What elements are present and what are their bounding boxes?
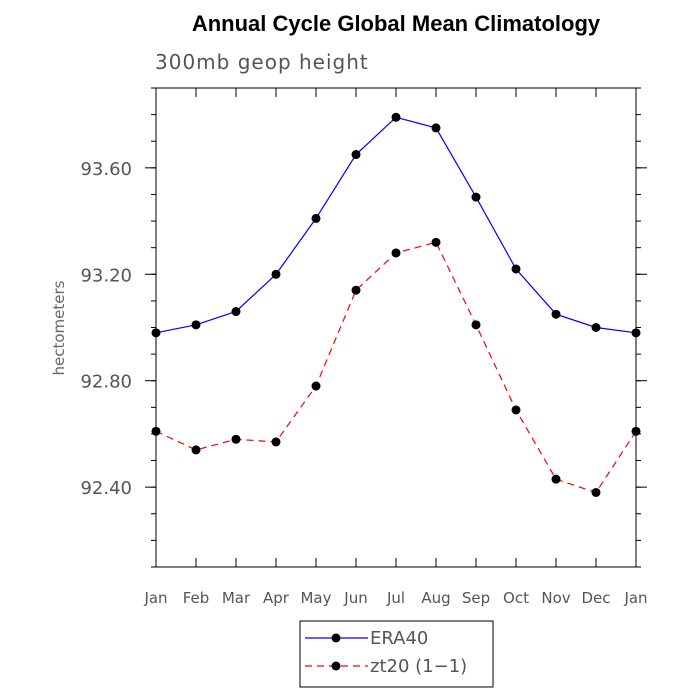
x-tick-label: Sep bbox=[462, 589, 490, 607]
y-tick-label: 92.40 bbox=[80, 478, 132, 499]
legend: ERA40 zt20 (1−1) bbox=[299, 620, 494, 688]
x-tick-label: Oct bbox=[503, 589, 529, 607]
series-point-1 bbox=[591, 487, 601, 497]
y-tick-label: 92.80 bbox=[80, 372, 132, 393]
series-point-0 bbox=[511, 264, 521, 274]
legend-label-zt20: zt20 (1−1) bbox=[370, 656, 467, 677]
series-point-1 bbox=[471, 320, 481, 330]
series-point-0 bbox=[431, 123, 441, 133]
series-point-0 bbox=[311, 213, 321, 223]
series-point-1 bbox=[231, 434, 241, 444]
series-layer bbox=[151, 112, 641, 497]
series-point-0 bbox=[231, 307, 241, 317]
series-point-1 bbox=[551, 474, 561, 484]
y-tick-label: 93.20 bbox=[80, 265, 132, 286]
series-point-1 bbox=[631, 426, 641, 436]
series-line-1 bbox=[155, 241, 637, 494]
series-point-0 bbox=[151, 328, 161, 338]
chart-title: Annual Cycle Global Mean Climatology bbox=[192, 11, 601, 36]
legend-marker-era40 bbox=[331, 633, 341, 643]
x-tick-label: Feb bbox=[183, 589, 210, 607]
plot-border bbox=[155, 87, 637, 568]
chart-subtitle: 300mb geop height bbox=[155, 50, 369, 74]
y-ticks: 92.40 92.80 93.20 93.60 bbox=[80, 87, 647, 568]
series-point-1 bbox=[271, 437, 281, 447]
series-point-1 bbox=[511, 405, 521, 415]
x-tick-label: Mar bbox=[222, 589, 251, 607]
x-tick-label: Jan bbox=[143, 589, 167, 607]
x-tick-label: Nov bbox=[541, 589, 570, 607]
series-line-0 bbox=[155, 116, 637, 334]
x-tick-label: Jun bbox=[343, 589, 367, 607]
series-point-0 bbox=[351, 150, 361, 160]
series-point-1 bbox=[151, 426, 161, 436]
x-tick-label: Dec bbox=[581, 589, 610, 607]
x-tick-label: Aug bbox=[421, 589, 450, 607]
y-tick-label: 93.60 bbox=[80, 159, 132, 180]
legend-marker-zt20 bbox=[331, 661, 341, 671]
x-tick-label: Jul bbox=[386, 589, 405, 607]
series-point-0 bbox=[591, 323, 601, 332]
series-point-1 bbox=[431, 237, 441, 247]
series-point-0 bbox=[551, 309, 561, 319]
series-point-0 bbox=[471, 192, 481, 202]
x-tick-label: Jan bbox=[623, 589, 647, 607]
series-point-0 bbox=[191, 320, 201, 330]
series-point-1 bbox=[351, 285, 361, 295]
series-point-0 bbox=[391, 112, 401, 122]
legend-label-era40: ERA40 bbox=[370, 628, 428, 649]
y-axis-label: hectometers bbox=[50, 280, 68, 375]
legend-box bbox=[299, 620, 494, 688]
plot-frame bbox=[155, 87, 637, 568]
series-point-0 bbox=[271, 269, 281, 279]
series-point-1 bbox=[191, 445, 201, 455]
x-ticks: Jan Feb Mar Apr May Jun Jul Aug Sep Oct Nov Dec Jan bbox=[143, 88, 648, 607]
series-point-1 bbox=[311, 381, 321, 391]
series-point-1 bbox=[391, 248, 401, 258]
x-tick-label: Apr bbox=[263, 589, 290, 607]
x-tick-label: May bbox=[300, 589, 331, 607]
series-point-0 bbox=[631, 328, 641, 338]
